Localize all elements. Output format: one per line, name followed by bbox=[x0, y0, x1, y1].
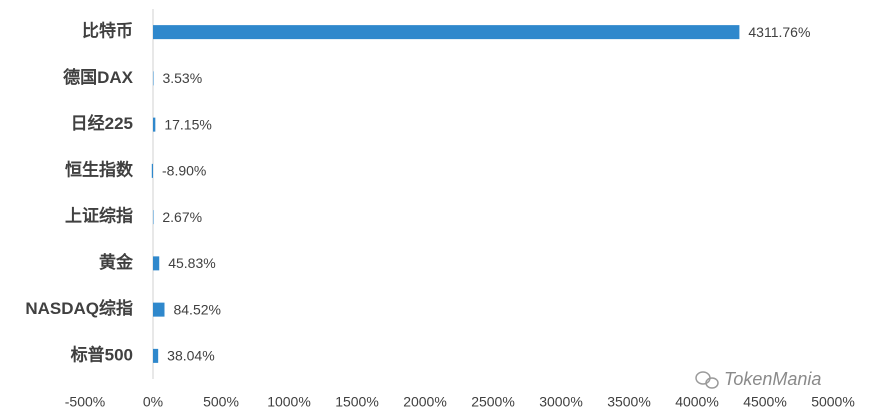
value-label: 17.15% bbox=[164, 116, 211, 132]
bar bbox=[153, 117, 156, 132]
bar bbox=[153, 302, 165, 317]
value-label: 2.67% bbox=[162, 209, 202, 225]
bar bbox=[153, 25, 740, 40]
category-label: 标普500 bbox=[71, 344, 133, 364]
watermark: TokenMania bbox=[724, 369, 821, 389]
category-label: 德国DAX bbox=[63, 67, 134, 87]
watermark-icon bbox=[695, 371, 719, 389]
x-tick-label: 1000% bbox=[267, 394, 311, 410]
x-tick-label: 2000% bbox=[403, 394, 447, 410]
x-tick-label: 500% bbox=[203, 394, 239, 410]
x-tick-label: 5000% bbox=[811, 394, 855, 410]
bar bbox=[153, 256, 160, 271]
x-tick-label: 3500% bbox=[607, 394, 651, 410]
x-tick-label: -500% bbox=[65, 394, 105, 410]
value-label: 3.53% bbox=[162, 70, 202, 86]
value-label: 38.04% bbox=[167, 348, 214, 364]
category-label: 比特币 bbox=[82, 21, 133, 41]
x-tick-label: 0% bbox=[143, 394, 163, 410]
x-tick-label: 4000% bbox=[675, 394, 719, 410]
category-label: 日经225 bbox=[71, 113, 133, 133]
value-label: 45.83% bbox=[168, 255, 215, 271]
bar bbox=[153, 71, 154, 86]
value-label: 84.52% bbox=[173, 301, 220, 317]
value-label: -8.90% bbox=[162, 163, 206, 179]
bar bbox=[153, 210, 154, 225]
bar bbox=[153, 348, 159, 363]
x-tick-label: 2500% bbox=[471, 394, 515, 410]
category-label: 恒生指数 bbox=[65, 159, 134, 179]
x-tick-label: 3000% bbox=[539, 394, 583, 410]
x-tick-label: 4500% bbox=[743, 394, 787, 410]
value-label: 4311.76% bbox=[748, 24, 810, 40]
bar bbox=[151, 163, 153, 178]
x-tick-label: 1500% bbox=[335, 394, 379, 410]
category-label: 黄金 bbox=[99, 252, 134, 272]
category-label: NASDAQ综指 bbox=[25, 298, 133, 318]
category-label: 上证综指 bbox=[65, 206, 133, 226]
